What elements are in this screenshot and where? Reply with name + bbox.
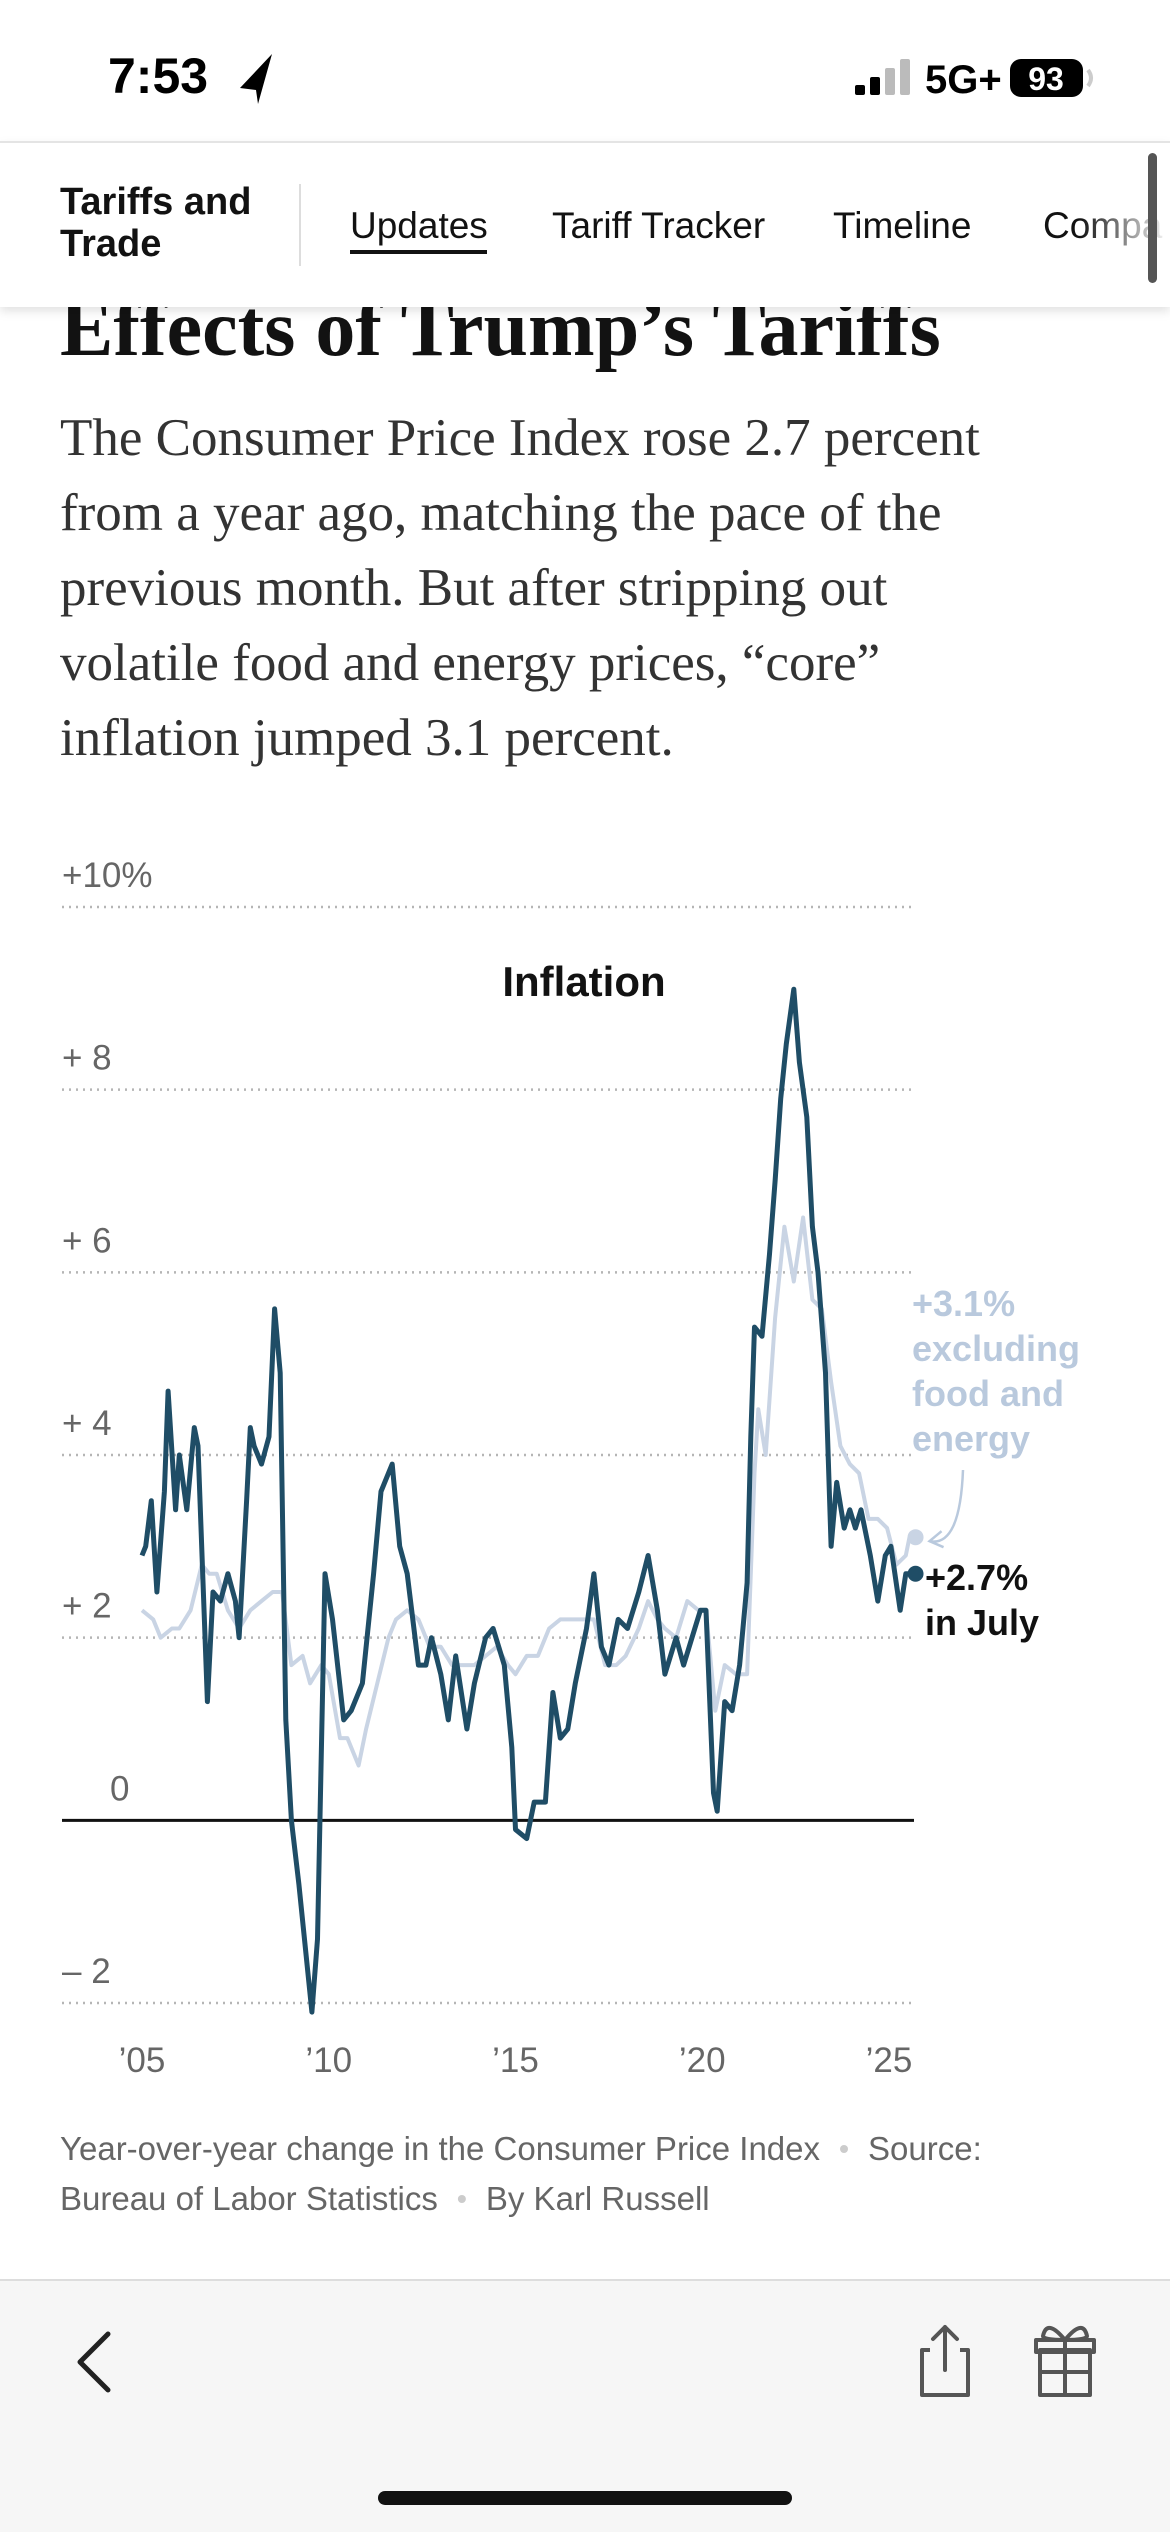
signal-icon	[855, 59, 910, 95]
paragraph-line: volatile food and energy prices, “core”	[60, 634, 880, 692]
annotation: excluding	[912, 1328, 1080, 1369]
article-paragraph: The Consumer Price Index rose 2.7 percen…	[60, 409, 980, 767]
nav-section[interactable]: Trade	[60, 223, 161, 265]
caption-separator	[457, 2195, 466, 2203]
annotation: +3.1%	[912, 1283, 1015, 1324]
battery-icon	[1010, 59, 1083, 97]
chart: Inflation +10% + 8 + 6 + 4 + 2 0 – 2 ’05 ’10 ’15 ’2…	[60, 856, 1080, 2217]
y-tick-label: + 2	[62, 1587, 112, 1626]
y-tick-label: + 6	[62, 1221, 112, 1260]
annotation-arrow	[929, 1469, 965, 1543]
end-point	[907, 1529, 924, 1546]
paragraph-line: previous month. But after stripping out	[60, 559, 888, 617]
caption-separator	[840, 2145, 849, 2153]
paragraph-line: The Consumer Price Index rose 2.7 percen…	[60, 409, 980, 467]
scrollbar	[1148, 153, 1157, 283]
status-network: 5G+	[925, 58, 1002, 102]
caption: By Karl Russell	[486, 2180, 710, 2217]
gift-button[interactable]	[1034, 2326, 1096, 2397]
home-indicator	[378, 2491, 792, 2505]
back-button[interactable]	[77, 2331, 111, 2393]
nav-bar	[0, 142, 1170, 307]
y-tick-label: 0	[110, 1769, 129, 1808]
nav-section[interactable]: Tariffs and	[60, 181, 251, 223]
y-tick-label: +10%	[62, 856, 153, 895]
annotation: +2.7%	[925, 1557, 1028, 1598]
annotation: food and	[912, 1373, 1064, 1414]
status-battery: 93	[1028, 61, 1064, 97]
annotation: in July	[925, 1602, 1039, 1643]
nav-tab[interactable]: Updates	[350, 205, 488, 246]
caption: Bureau of Labor Statistics	[60, 2180, 438, 2217]
nav-tab[interactable]: Tariff Tracker	[552, 205, 765, 246]
caption: Year-over-year change in the Consumer Pr…	[60, 2130, 821, 2167]
end-point	[907, 1565, 924, 1582]
series-line	[140, 1215, 912, 1768]
share-button[interactable]	[920, 2325, 970, 2397]
paragraph-line: inflation jumped 3.1 percent.	[60, 709, 674, 767]
x-tick-label: ’10	[305, 2041, 352, 2080]
y-tick-label: + 8	[62, 1039, 112, 1078]
x-tick-label: ’05	[119, 2041, 166, 2080]
nav-tab[interactable]: Timeline	[833, 205, 971, 246]
annotation: energy	[912, 1418, 1030, 1459]
status-bar	[0, 0, 1170, 142]
toolbar	[0, 2280, 1170, 2532]
active-tab-underline	[350, 250, 487, 254]
caption: Source:	[868, 2130, 982, 2167]
location-icon	[240, 54, 272, 104]
x-tick-label: ’20	[679, 2041, 726, 2080]
annotation-arrowhead	[927, 1530, 945, 1549]
x-tick-label: ’25	[866, 2041, 913, 2080]
battery-tip	[1086, 68, 1093, 88]
series-line	[139, 986, 910, 2015]
chart-title: Inflation	[502, 958, 665, 1005]
status-time: 7:53	[108, 48, 208, 104]
y-tick-label: + 4	[62, 1404, 112, 1443]
y-tick-label: – 2	[62, 1952, 111, 1991]
x-tick-label: ’15	[492, 2041, 539, 2080]
paragraph-line: from a year ago, matching the pace of th…	[60, 484, 941, 542]
